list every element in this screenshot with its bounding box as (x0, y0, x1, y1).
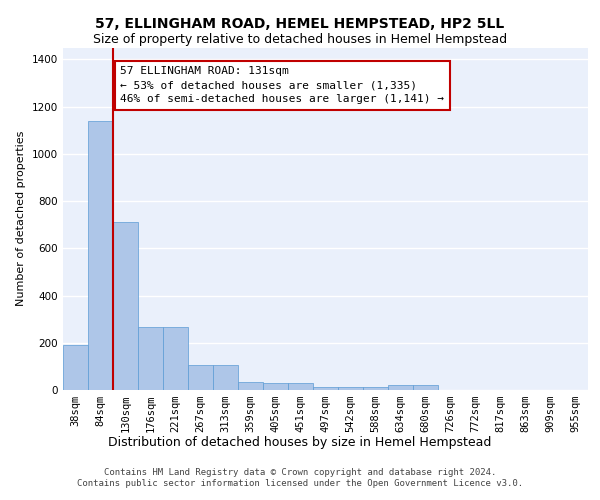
Y-axis label: Number of detached properties: Number of detached properties (16, 131, 26, 306)
Bar (388, 386, 413, 390)
Text: 57, ELLINGHAM ROAD, HEMEL HEMPSTEAD, HP2 5LL: 57, ELLINGHAM ROAD, HEMEL HEMPSTEAD, HP2… (95, 18, 505, 32)
Text: 57 ELLINGHAM ROAD: 131sqm
← 53% of detached houses are smaller (1,335)
46% of se: 57 ELLINGHAM ROAD: 131sqm ← 53% of detac… (121, 66, 445, 104)
Text: Size of property relative to detached houses in Hemel Hempstead: Size of property relative to detached ho… (93, 32, 507, 46)
Bar (113, 222, 138, 390)
Bar (288, 384, 313, 390)
Bar (138, 328, 163, 390)
Bar (313, 387, 338, 390)
Bar (263, 384, 288, 390)
Bar (363, 387, 388, 390)
Bar (238, 382, 263, 390)
Bar (88, 120, 113, 390)
Bar (413, 386, 438, 390)
Bar (63, 345, 88, 390)
Text: Contains HM Land Registry data © Crown copyright and database right 2024.
Contai: Contains HM Land Registry data © Crown c… (77, 468, 523, 487)
Bar (213, 364, 238, 390)
Bar (188, 364, 213, 390)
Bar (338, 387, 363, 390)
Bar (163, 328, 188, 390)
Text: Distribution of detached houses by size in Hemel Hempstead: Distribution of detached houses by size … (109, 436, 491, 449)
